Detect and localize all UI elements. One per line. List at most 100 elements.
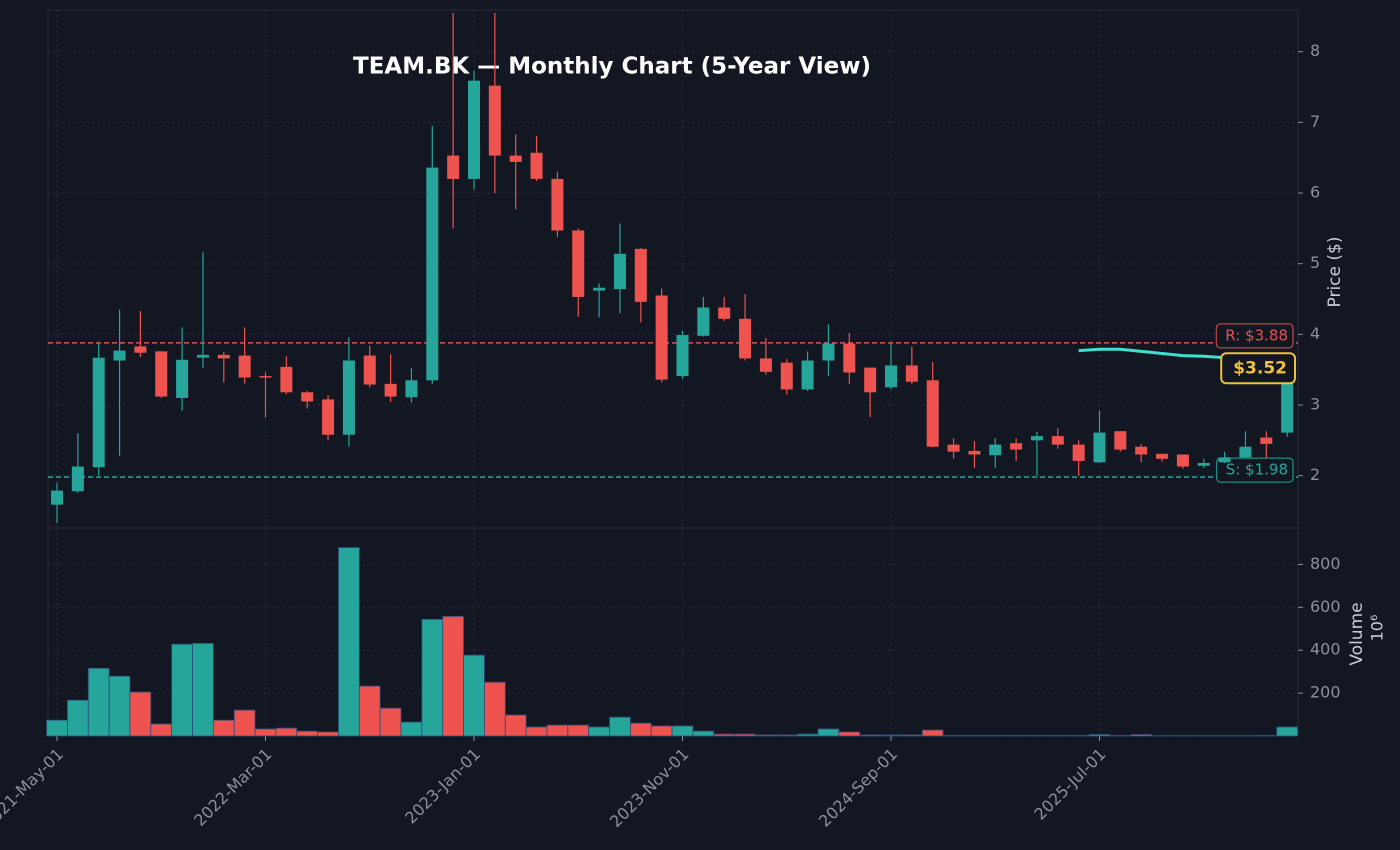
candle-body bbox=[613, 253, 626, 290]
candle-body bbox=[71, 466, 84, 492]
candle-body bbox=[447, 155, 460, 179]
candle-body bbox=[551, 178, 564, 231]
last-price-box bbox=[1220, 352, 1296, 385]
candle-body bbox=[1135, 446, 1148, 455]
level-label: S: $1.98 bbox=[1226, 461, 1288, 479]
candle-body bbox=[509, 155, 522, 162]
volume-bar bbox=[838, 731, 861, 737]
volume-axis-label: Volume bbox=[1347, 602, 1367, 665]
candle-body bbox=[905, 365, 918, 382]
volume-bar bbox=[129, 691, 152, 737]
volume-bar bbox=[942, 734, 965, 737]
candle-body bbox=[176, 359, 189, 398]
y-tick-label: 2 bbox=[1310, 465, 1320, 484]
candle-body bbox=[885, 365, 897, 388]
volume-bar bbox=[1130, 734, 1153, 737]
volume-bar bbox=[755, 734, 777, 737]
candle-body bbox=[1281, 368, 1294, 433]
volume-bar bbox=[775, 734, 798, 737]
candle-body bbox=[468, 80, 480, 179]
volume-bar bbox=[567, 724, 590, 737]
volume-bar bbox=[484, 681, 506, 737]
volume-bar bbox=[171, 643, 193, 737]
volume-bar bbox=[546, 724, 569, 737]
volume-bar bbox=[275, 727, 298, 737]
candle-body bbox=[1114, 431, 1127, 450]
volume-bar bbox=[713, 733, 736, 737]
volume-bar bbox=[504, 714, 527, 737]
candle-body bbox=[822, 343, 835, 361]
candle-body bbox=[968, 450, 981, 455]
chart-title: TEAM.BK — Monthly Chart (5-Year View) bbox=[353, 54, 871, 80]
volume-bar bbox=[963, 734, 986, 737]
volume-bar bbox=[379, 707, 402, 737]
candle-body bbox=[634, 248, 647, 302]
candle-body bbox=[405, 380, 418, 398]
candle-body bbox=[697, 307, 710, 336]
volume-bar bbox=[212, 719, 235, 737]
candle-body bbox=[92, 357, 105, 468]
candle-body bbox=[759, 358, 772, 372]
candle-body bbox=[134, 346, 147, 353]
volume-bar bbox=[46, 719, 68, 737]
volume-bar bbox=[317, 731, 339, 737]
y-tick-label: 3 bbox=[1310, 395, 1320, 414]
volume-bar bbox=[525, 726, 548, 737]
volume-bar bbox=[1046, 734, 1069, 737]
volume-bar bbox=[358, 685, 381, 737]
candle-body bbox=[947, 444, 960, 452]
volume-bar bbox=[400, 721, 423, 737]
volume-bar bbox=[588, 726, 610, 737]
volume-bar bbox=[421, 618, 444, 737]
candle-body bbox=[342, 360, 355, 435]
y-tick-label: 5 bbox=[1310, 253, 1320, 272]
y-tick-label: 8 bbox=[1310, 41, 1320, 60]
volume-bar bbox=[671, 725, 694, 737]
volume-bar bbox=[692, 730, 715, 737]
candle-body bbox=[843, 343, 856, 373]
candle-body bbox=[655, 295, 668, 380]
volume-bar bbox=[859, 734, 881, 737]
y-tick-label: 600 bbox=[1310, 597, 1341, 616]
candle-body bbox=[864, 367, 877, 393]
y-tick-label: 400 bbox=[1310, 640, 1341, 659]
volume-bar bbox=[629, 722, 652, 737]
candle-body bbox=[1051, 436, 1064, 445]
candle-body bbox=[718, 307, 731, 319]
candle-body bbox=[155, 351, 168, 397]
volume-bar bbox=[817, 728, 840, 737]
volume-bar bbox=[984, 734, 1007, 737]
candle-body bbox=[1093, 432, 1106, 463]
volume-bar bbox=[108, 675, 131, 737]
volume-bar bbox=[1109, 734, 1132, 737]
volume-bar bbox=[254, 728, 277, 737]
volume-bar bbox=[233, 709, 256, 737]
last-price-label: $3.52 bbox=[1233, 358, 1287, 378]
volume-bar bbox=[192, 642, 214, 737]
y-tick-label: 200 bbox=[1310, 683, 1341, 702]
volume-bar bbox=[921, 729, 944, 737]
level-box bbox=[1215, 323, 1294, 349]
candle-body bbox=[1239, 446, 1252, 458]
level-label: R: $3.88 bbox=[1225, 326, 1288, 344]
volume-bar bbox=[67, 699, 89, 737]
candle-body bbox=[322, 399, 335, 435]
volume-bar bbox=[463, 654, 485, 737]
y-tick-label: 800 bbox=[1310, 554, 1341, 573]
volume-bar bbox=[150, 723, 173, 737]
volume-bar bbox=[296, 730, 319, 737]
y-tick-label: 7 bbox=[1310, 112, 1320, 131]
candle-body bbox=[926, 380, 939, 447]
candle-body bbox=[593, 287, 606, 291]
volume-bar bbox=[901, 734, 923, 737]
volume-bar bbox=[87, 667, 110, 737]
candle-body bbox=[113, 350, 126, 361]
candle-body bbox=[801, 360, 814, 390]
level-badge: S: $1.98 bbox=[1216, 457, 1294, 483]
volume-bar bbox=[442, 615, 464, 737]
y-tick-label: 4 bbox=[1310, 324, 1320, 343]
candle-body bbox=[426, 167, 439, 381]
candle-body bbox=[572, 230, 585, 297]
candle-body bbox=[780, 362, 793, 390]
